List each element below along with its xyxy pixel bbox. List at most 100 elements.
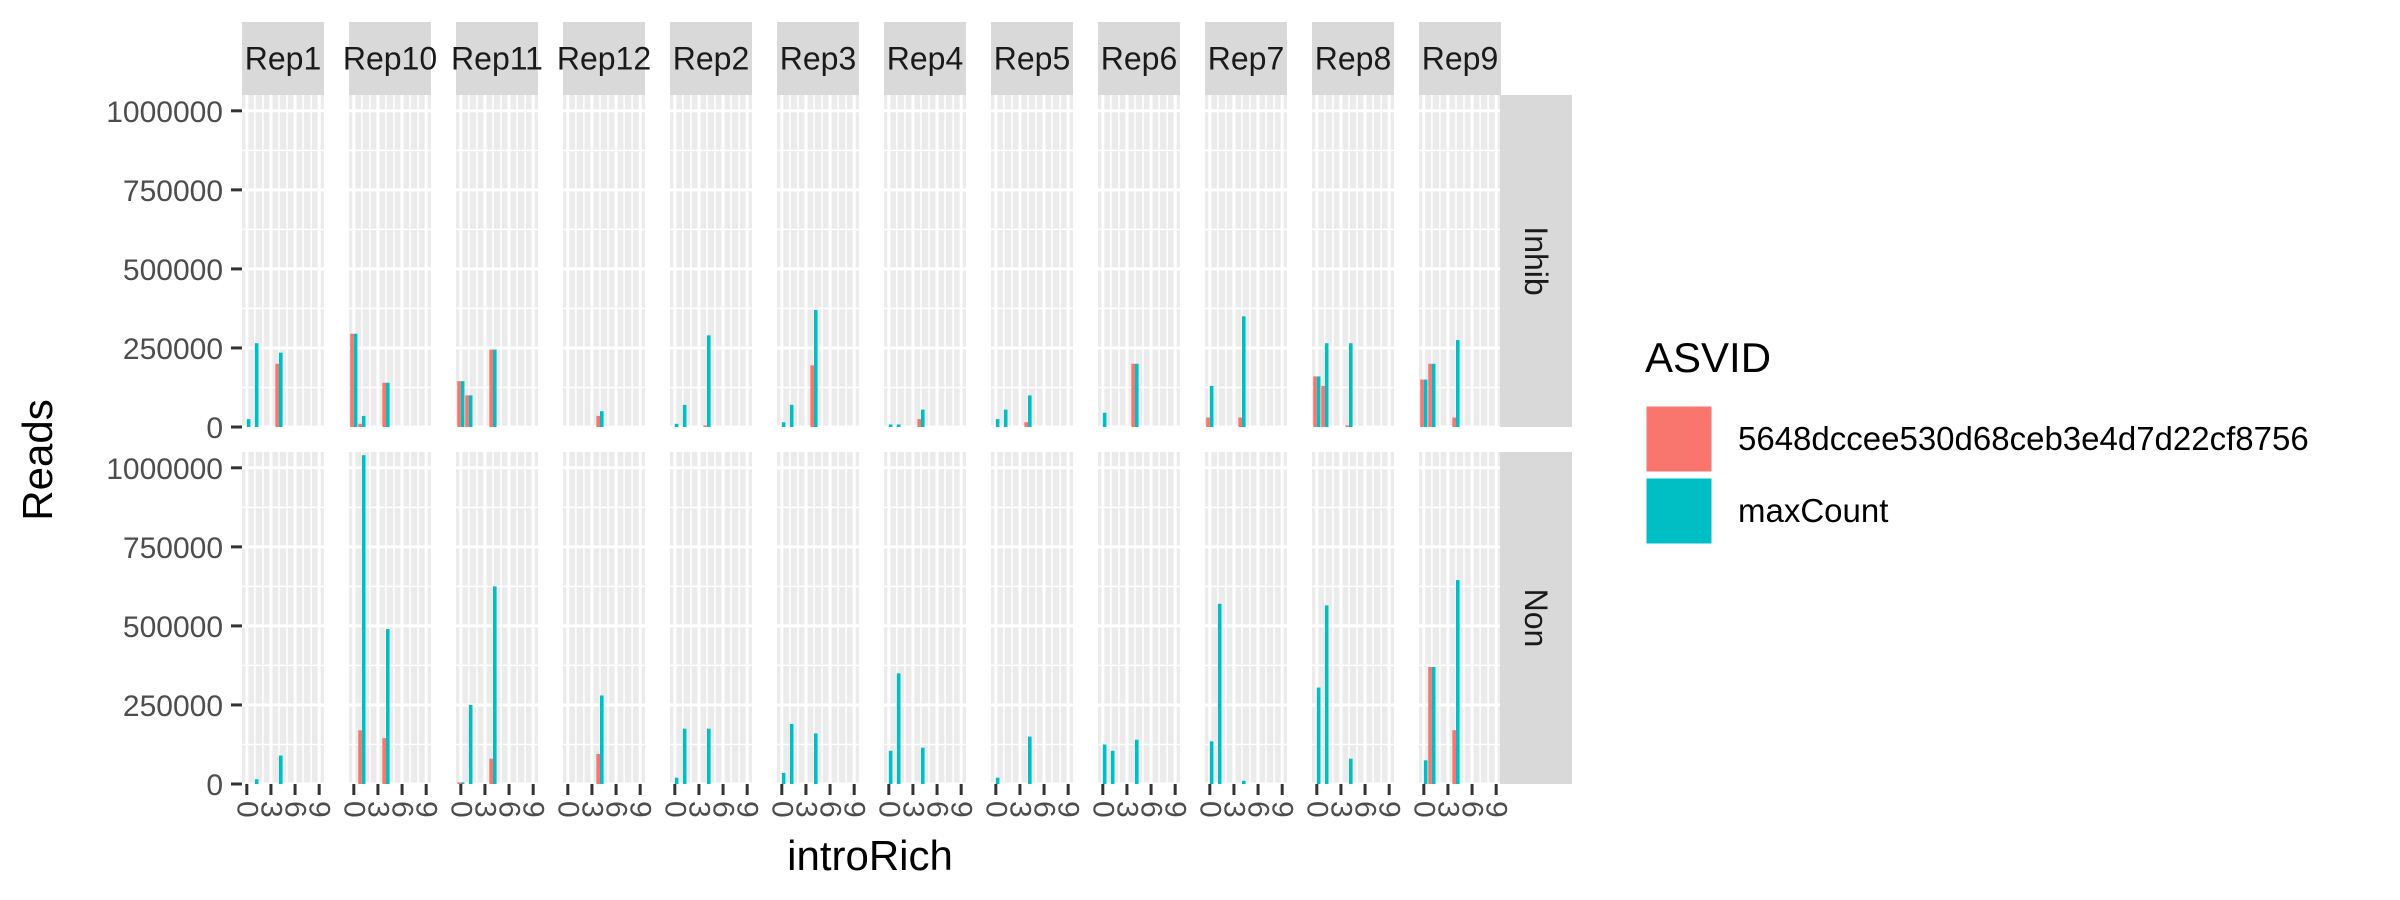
y-tick-label: 750000 bbox=[123, 175, 223, 208]
bar bbox=[995, 777, 1000, 784]
y-tick-label: 1000000 bbox=[106, 453, 223, 486]
bar bbox=[703, 425, 707, 427]
x-tick-label: 6 bbox=[814, 801, 847, 818]
x-tick-label: 0 bbox=[1086, 801, 1119, 818]
x-tick-label: 9 bbox=[1373, 801, 1406, 818]
bar bbox=[1102, 744, 1107, 784]
bar bbox=[385, 629, 390, 784]
x-tick-label: 3 bbox=[789, 801, 822, 818]
facet-label-column: Rep12 bbox=[557, 41, 651, 77]
x-tick-label: 3 bbox=[1431, 801, 1464, 818]
y-axis-title: Reads bbox=[14, 399, 61, 520]
bar bbox=[917, 419, 921, 427]
x-tick-label: 3 bbox=[1324, 801, 1357, 818]
bar bbox=[674, 423, 679, 427]
bar bbox=[278, 755, 283, 784]
bar bbox=[246, 419, 251, 427]
x-tick-label: 3 bbox=[361, 801, 394, 818]
bar bbox=[353, 333, 358, 427]
bar bbox=[1003, 409, 1008, 427]
bar bbox=[599, 411, 604, 427]
bar bbox=[1206, 417, 1210, 427]
bar bbox=[813, 733, 818, 784]
bar bbox=[1209, 385, 1214, 427]
facet-strip-top bbox=[349, 22, 431, 95]
bar bbox=[358, 423, 362, 427]
bar bbox=[361, 415, 366, 427]
x-tick-label: 0 bbox=[337, 801, 370, 818]
bar bbox=[1209, 741, 1214, 784]
bar bbox=[1027, 736, 1032, 784]
bar bbox=[920, 409, 925, 427]
bar bbox=[1102, 412, 1107, 427]
facet-label-row: Inhib bbox=[1518, 226, 1554, 295]
y-tick-label: 0 bbox=[206, 412, 223, 445]
y-tick-label: 250000 bbox=[123, 690, 223, 723]
y-tick-label: 0 bbox=[206, 769, 223, 802]
bar bbox=[1420, 379, 1424, 427]
bar bbox=[1134, 739, 1139, 784]
bar bbox=[781, 422, 786, 427]
y-axis: 0 250000 500000 750000 1000000 0 250000 500000 7… bbox=[106, 96, 242, 802]
facet-label-column: Rep9 bbox=[1422, 41, 1499, 77]
facet-strip-top bbox=[884, 22, 966, 95]
facet-strip-top bbox=[563, 22, 645, 95]
facet-strip-top bbox=[456, 22, 538, 95]
bar bbox=[682, 728, 687, 784]
bar bbox=[789, 404, 794, 427]
y-tick-label: 750000 bbox=[123, 532, 223, 565]
bar bbox=[810, 365, 814, 427]
x-tick-label: 0 bbox=[230, 801, 263, 818]
bar bbox=[385, 382, 390, 427]
bar bbox=[457, 381, 461, 427]
bar bbox=[1131, 363, 1135, 427]
x-tick-label: 6 bbox=[1456, 801, 1489, 818]
bar bbox=[1345, 425, 1349, 427]
facet-strip-top bbox=[1312, 22, 1394, 95]
facet-label-row: Non bbox=[1518, 589, 1554, 648]
facet-strip-top bbox=[777, 22, 859, 95]
bar bbox=[350, 333, 354, 427]
bar bbox=[460, 381, 465, 427]
x-tick-label: 9 bbox=[1052, 801, 1085, 818]
bar bbox=[358, 730, 362, 784]
bar bbox=[1423, 760, 1428, 784]
x-tick-label: 3 bbox=[1003, 801, 1036, 818]
x-tick-label: 6 bbox=[493, 801, 526, 818]
x-tick-label: 6 bbox=[1028, 801, 1061, 818]
bar bbox=[492, 586, 497, 784]
bar bbox=[1324, 343, 1329, 427]
bar bbox=[1241, 780, 1246, 784]
bar bbox=[492, 349, 497, 427]
x-tick-label: 3 bbox=[468, 801, 501, 818]
facet-label-column: Rep7 bbox=[1208, 41, 1285, 77]
bar bbox=[1238, 417, 1242, 427]
x-tick-label: 9 bbox=[517, 801, 550, 818]
bar bbox=[275, 363, 279, 427]
x-tick-label: 6 bbox=[1349, 801, 1382, 818]
bar bbox=[888, 424, 893, 427]
bar bbox=[382, 382, 386, 427]
x-tick-label: 3 bbox=[254, 801, 287, 818]
x-tick-label: 0 bbox=[658, 801, 691, 818]
facet-label-column: Rep5 bbox=[994, 41, 1071, 77]
bar bbox=[1110, 750, 1115, 784]
x-axis-title: introRich bbox=[787, 832, 953, 879]
y-tick-label: 500000 bbox=[123, 254, 223, 287]
facet-label-column: Rep1 bbox=[245, 41, 322, 77]
bar bbox=[460, 782, 465, 784]
facet-strip-top bbox=[991, 22, 1073, 95]
bar bbox=[1024, 422, 1028, 427]
x-tick-label: 6 bbox=[600, 801, 633, 818]
bar bbox=[457, 782, 461, 784]
panels-layer bbox=[242, 95, 1501, 786]
x-tick-label: 3 bbox=[896, 801, 929, 818]
facet-label-column: Rep3 bbox=[780, 41, 857, 77]
bar bbox=[1217, 603, 1222, 784]
bar bbox=[1348, 343, 1353, 427]
facet-strip-right bbox=[1500, 452, 1572, 784]
legend-title: ASVID bbox=[1645, 334, 1771, 381]
bar bbox=[888, 750, 893, 784]
